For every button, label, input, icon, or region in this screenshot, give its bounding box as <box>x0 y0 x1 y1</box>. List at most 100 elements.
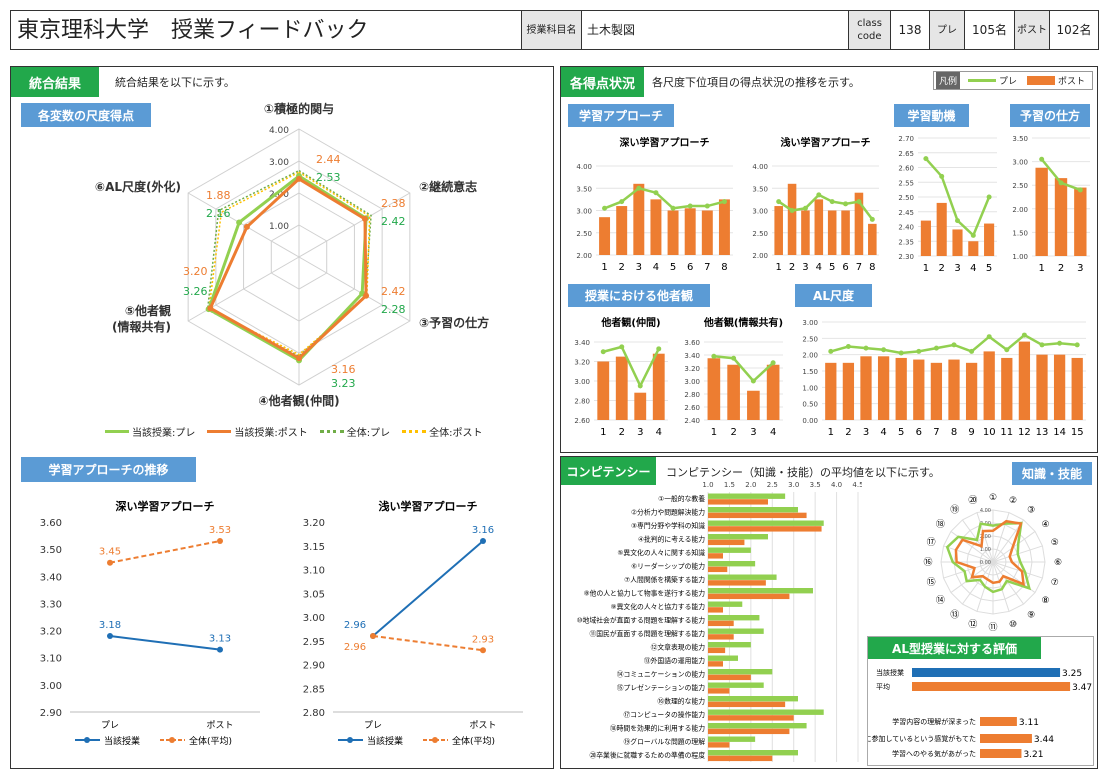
point-pre <box>1058 180 1064 186</box>
radar-label-pre: 2.42 <box>381 215 406 228</box>
x-tick: 2 <box>619 262 625 273</box>
line-pre <box>602 345 660 389</box>
bar-post <box>1036 354 1048 420</box>
bar-post <box>936 202 947 256</box>
x-tick: 8 <box>721 262 727 273</box>
point-pre <box>863 345 869 351</box>
x-tick: 1 <box>776 262 782 273</box>
radar-legend-item: 当該授業:プレ <box>105 424 195 439</box>
bar-post <box>860 356 872 420</box>
y-tick: 3.50 <box>1012 135 1028 143</box>
category-label: ⑳卒業後に就職するための準備の程度 <box>589 750 705 759</box>
radar-point <box>236 219 243 226</box>
radar-tick: 0.00 <box>980 560 991 566</box>
point-pre <box>711 353 717 359</box>
bar-others2-chart: 他者観(情報共有) 2.40 2.60 2.80 3.00 3.20 3.40 3.60 1 2 3… <box>684 316 783 438</box>
legend-swatch <box>105 430 129 433</box>
radar-tick: 2.00 <box>980 534 991 540</box>
point-pre <box>1074 342 1080 348</box>
bar-post <box>1054 178 1068 256</box>
radar-label-post: 3.20 <box>183 265 208 278</box>
point-pre <box>986 194 992 200</box>
legend-marker <box>169 737 175 743</box>
point-pre <box>923 156 929 162</box>
data-point <box>107 633 113 639</box>
bar-post <box>827 210 837 255</box>
prep-tag: 予習の仕方 <box>1010 104 1090 127</box>
motivation-tag: 学習動機 <box>894 104 969 127</box>
y-tick: 3.00 <box>802 319 818 327</box>
point-pre <box>828 348 834 354</box>
point-pre <box>770 360 776 366</box>
legend-swatch <box>319 430 344 433</box>
y-tick: 2.40 <box>898 224 914 232</box>
category-label: ⑰コンピュータの操作能力 <box>623 710 705 719</box>
legend-label: 当該授業:プレ <box>132 428 196 439</box>
legend-pre-label: プレ <box>999 77 1018 87</box>
bar-post <box>787 183 797 255</box>
point-pre <box>939 173 945 179</box>
category-label: ⑱時間を効果的に利用する能力 <box>610 723 705 732</box>
trend-deep-chart: 深い学習アプローチ 2.90 3.00 3.10 3.20 3.30 3.40 3.50 3.6… <box>40 499 260 747</box>
x-tick: 11 <box>1000 427 1013 438</box>
radar-axis-label: ②継続意志 <box>419 179 477 194</box>
data-label: 2.93 <box>472 634 494 645</box>
bar-post <box>868 223 877 255</box>
radar-point <box>361 215 368 222</box>
y-tick: 2.80 <box>684 391 700 399</box>
legend-label: 全体(平均) <box>452 735 495 747</box>
y-tick: 3.00 <box>752 208 768 216</box>
series-line <box>372 635 484 652</box>
point-pre <box>856 199 862 205</box>
x-tick: 1.0 <box>702 481 713 489</box>
others-tag: 授業における他者観 <box>568 284 710 307</box>
bar-shallow-chart: 浅い学習アプローチ 2.00 2.50 3.00 3.50 4.00 1 2 3 4 5 6 7 8 <box>752 136 879 273</box>
data-label: 3.53 <box>209 525 231 536</box>
bar-post <box>708 512 807 519</box>
legend-post-box <box>1027 76 1056 85</box>
radar-label-post: 2.38 <box>381 197 406 210</box>
y-tick: 2.60 <box>898 165 914 173</box>
x-tick: 1 <box>600 427 606 438</box>
point-pre <box>1039 156 1045 162</box>
bar-post <box>965 362 978 420</box>
x-tick: 4 <box>653 262 659 273</box>
point-pre <box>970 232 976 238</box>
legend-swatch <box>402 430 427 433</box>
bar-prep-chart: 1.00 1.50 2.00 2.50 3.00 3.50 1 2 3 <box>1012 135 1090 274</box>
y-tick: 4.00 <box>576 163 592 171</box>
approach-tag: 学習アプローチ <box>568 104 674 127</box>
bar-pre <box>708 696 798 702</box>
knowledge-tag: 知識・技能 <box>1012 462 1092 485</box>
category-label: ⑮プレゼンテーションの能力 <box>617 683 705 692</box>
radar-point <box>243 223 250 230</box>
category-label: ⑦人間関係を構築する能力 <box>624 575 705 584</box>
x-tick: 2 <box>789 262 795 273</box>
y-tick: 2.00 <box>1012 206 1028 214</box>
bar-post <box>708 715 794 721</box>
bar-post <box>708 647 726 654</box>
bar-post <box>1071 357 1083 420</box>
bar-post <box>708 688 730 694</box>
category-label: ④批判的に考える能力 <box>638 534 705 543</box>
radar-main-legend: 当該授業:プレ 当該授業:ポスト 全体:プレ 全体:ポスト <box>105 423 525 439</box>
y-tick: 2.45 <box>898 209 914 217</box>
x-tick: 8 <box>951 427 957 438</box>
x-tick: 2 <box>939 263 945 274</box>
point-pre <box>955 218 960 224</box>
y-tick: 3.40 <box>40 572 62 583</box>
point-pre <box>619 344 625 350</box>
radar-axis-label: ⑮ <box>927 577 936 588</box>
category-label: ⑪国民が直面する問題を理解する能力 <box>589 629 705 638</box>
radar-tick: 3.00 <box>269 158 289 168</box>
y-tick: 3.40 <box>684 352 700 360</box>
bar-post <box>814 199 824 255</box>
radar-tick: 4.00 <box>269 126 289 136</box>
trend-tag: 学習アプローチの推移 <box>21 457 196 482</box>
y-tick: 3.20 <box>40 627 62 638</box>
radar-point <box>296 355 302 362</box>
x-tick: 3 <box>802 262 808 273</box>
integrated-desc: 統合結果を以下に示す。 <box>115 76 235 89</box>
x-tick: 2 <box>619 427 625 438</box>
y-tick: 3.50 <box>752 185 768 193</box>
